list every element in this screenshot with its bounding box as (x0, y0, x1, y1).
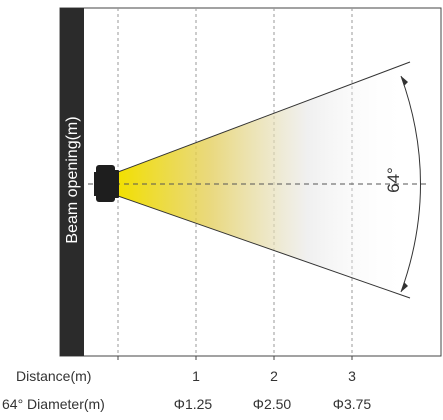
beam-cone (118, 62, 410, 298)
fixture-icon (94, 165, 119, 202)
diameter-tick-3: Φ3.75 (333, 396, 372, 412)
angle-arc (400, 75, 421, 293)
axis-ticks (117, 356, 353, 360)
distance-axis-label: Distance(m) (16, 368, 91, 384)
distance-tick-1: 1 (192, 368, 200, 384)
diameter-tick-1: Φ1.25 (174, 396, 213, 412)
distance-tick-2: 2 (270, 368, 278, 384)
angle-label: 64° (384, 167, 403, 193)
distance-tick-3: 3 (348, 368, 356, 384)
sidebar-bar (60, 8, 84, 356)
diameter-axis-label: 64° Diameter(m) (2, 396, 105, 412)
angle-arrow-top (401, 76, 408, 86)
angle-arrow-bottom (401, 282, 408, 292)
sidebar-label: Beam opening(m) (64, 116, 81, 243)
diameter-tick-2: Φ2.50 (253, 396, 292, 412)
beam-edge-top (117, 61, 411, 173)
beam-edge-bottom (117, 195, 411, 299)
